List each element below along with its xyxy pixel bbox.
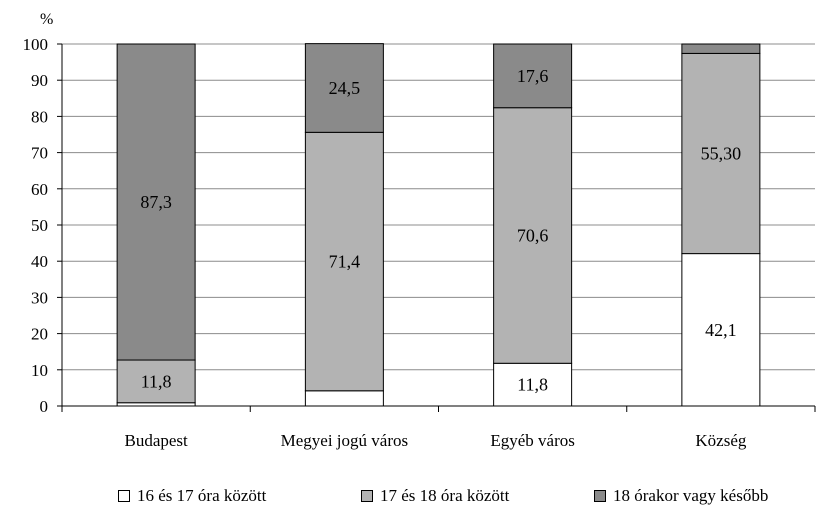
legend: 16 és 17 óra között 17 és 18 óra között 18…	[0, 486, 838, 508]
data-label: 24,5	[329, 78, 361, 98]
legend-swatch	[361, 490, 373, 502]
data-label: 17,6	[517, 66, 549, 86]
legend-item: 17 és 18 óra között	[361, 486, 509, 506]
bar-segment	[493, 107, 573, 364]
data-label: 55,30	[701, 144, 742, 164]
y-tick-label: 50	[31, 216, 48, 235]
x-tick-label: Budapest	[124, 431, 188, 450]
axes	[57, 43, 816, 412]
bar-segment	[304, 390, 384, 407]
y-tick-label: 30	[31, 288, 48, 307]
bar-segment	[681, 43, 761, 54]
bar-segment	[304, 131, 384, 392]
data-label: 11,8	[517, 375, 548, 395]
data-label: 42,1	[705, 320, 737, 340]
bar-stacks	[116, 43, 761, 407]
legend-swatch	[594, 490, 606, 502]
bar-segment	[493, 43, 573, 109]
y-tick-label: 10	[31, 361, 48, 380]
y-tick-label: 20	[31, 325, 48, 344]
bar-segment	[681, 253, 761, 407]
y-tick-label: 0	[40, 397, 49, 416]
y-tick-label: 40	[31, 252, 48, 271]
y-tick-label: 90	[31, 71, 48, 90]
y-tick-label: 60	[31, 180, 48, 199]
data-label: 70,6	[517, 225, 549, 245]
y-axis-label: %	[40, 11, 53, 28]
x-tick-label: Egyéb város	[490, 431, 575, 450]
x-tick-label: Megyei jogú város	[281, 431, 408, 450]
legend-item: 16 és 17 óra között	[118, 486, 266, 506]
bar-segment	[493, 362, 573, 407]
bar-segment	[681, 52, 761, 255]
bar-segment	[116, 43, 196, 361]
legend-swatch	[118, 490, 130, 502]
bar-segment	[304, 43, 384, 133]
y-tick-label: 100	[23, 35, 49, 54]
data-label: 71,4	[329, 252, 361, 272]
y-tick-label: 70	[31, 144, 48, 163]
x-tick-labels: Budapest Megyei jogú város Egyéb város Közs…	[124, 431, 746, 450]
legend-item: 18 órakor vagy később	[594, 486, 768, 506]
y-tick-labels: 0 10 20 30 40 50 60 70 80 90 100	[23, 35, 49, 416]
y-tick-label: 80	[31, 107, 48, 126]
data-label: 87,3	[140, 192, 172, 212]
legend-label: 18 órakor vagy később	[613, 486, 769, 505]
data-labels: 11,8 87,3 71,4 24,5 11,8 70,6 17,6 42,1 55,30	[140, 66, 741, 395]
bar-segment	[116, 359, 196, 404]
x-tick-label: Község	[695, 431, 746, 450]
legend-label: 16 és 17 óra között	[137, 486, 267, 505]
legend-label: 17 és 18 óra között	[380, 486, 510, 505]
data-label: 11,8	[141, 371, 172, 391]
